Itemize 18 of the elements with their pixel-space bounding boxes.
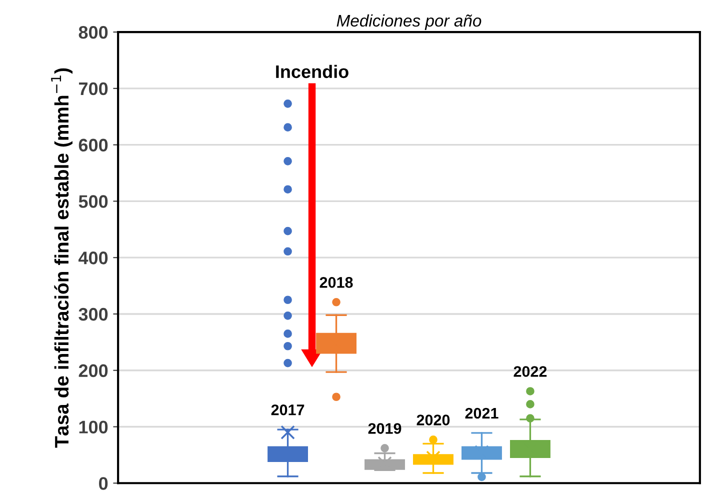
annotation: 2022 xyxy=(514,366,547,377)
y-tick-label: 200 xyxy=(78,364,108,378)
y-tick-label: 100 xyxy=(79,420,108,434)
annotation: 2020 xyxy=(416,414,450,426)
y-tick-label: 800 xyxy=(78,26,108,39)
y-tick-label: 700 xyxy=(79,82,108,96)
annotation: 2019 xyxy=(368,423,402,434)
annotation: 2017 xyxy=(271,404,304,416)
annotation: Incendio xyxy=(276,64,348,78)
annotation: 2021 xyxy=(465,408,498,419)
y-tick-label: 600 xyxy=(78,138,108,152)
y-tick-label: 500 xyxy=(78,195,108,208)
annotation: 2018 xyxy=(320,277,353,288)
y-tick-label: 400 xyxy=(78,252,108,264)
chart-title: Mediciones por año xyxy=(336,14,482,30)
y-axis-title: Tasa de infiltración final estable (mmh$^{−1}$) xyxy=(51,68,72,448)
y-tick-label: 0 xyxy=(99,477,108,490)
y-tick-label: 300 xyxy=(78,308,108,321)
